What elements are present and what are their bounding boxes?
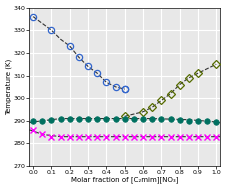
Y-axis label: Temperature (K): Temperature (K) (5, 59, 12, 115)
X-axis label: Molar fraction of [C₂mim][NO₃]: Molar fraction of [C₂mim][NO₃] (71, 177, 178, 184)
